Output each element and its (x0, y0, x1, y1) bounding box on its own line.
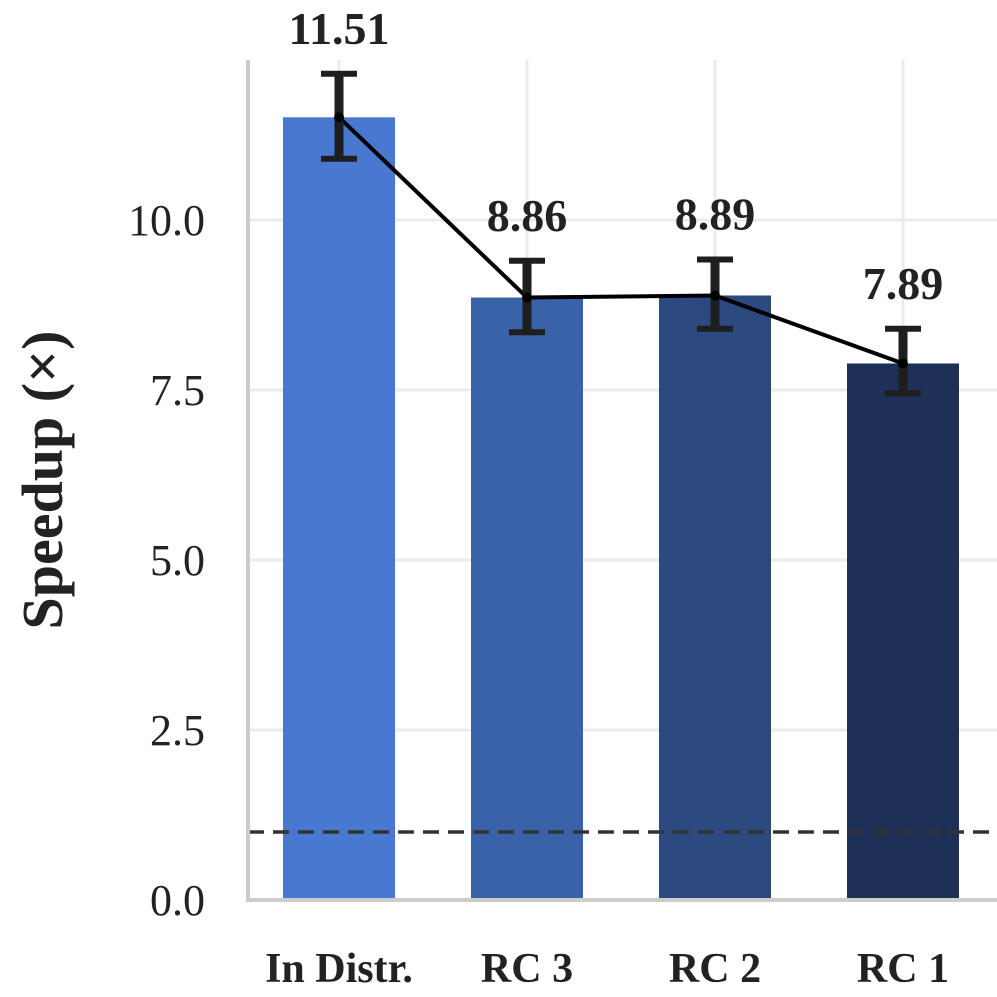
y-tick-label: 0.0 (150, 876, 205, 925)
value-label: 7.89 (863, 258, 944, 309)
trend-marker (334, 112, 344, 123)
x-tick-label: RC 1 (857, 946, 949, 992)
error-bars (321, 70, 921, 397)
value-label: 11.51 (289, 3, 390, 54)
bars (283, 117, 959, 901)
trend-line-group (337, 115, 904, 366)
trend-marker (898, 358, 908, 369)
bar-in-distr (283, 117, 395, 900)
value-label: 8.89 (675, 188, 756, 239)
bar-rc-2 (659, 295, 771, 901)
trend-line (337, 115, 904, 366)
axes (246, 60, 997, 902)
trend-marker (522, 292, 532, 303)
y-tick-label: 2.5 (150, 706, 205, 755)
labels: 0.0 2.5 5.0 7.5 10.0 11.51 8.86 8.89 7.89 In Dist… (128, 3, 949, 992)
bar-rc-3 (471, 297, 583, 900)
y-tick-label: 7.5 (150, 366, 205, 415)
trend-marker (710, 290, 720, 301)
x-tick-label: RC 3 (481, 946, 573, 992)
y-axis-label: Speedup (×) (10, 331, 75, 630)
x-tick-label: RC 2 (669, 946, 761, 992)
x-tick-label: In Distr. (265, 946, 413, 992)
value-label: 8.86 (487, 190, 568, 241)
bar-rc-1 (847, 363, 959, 901)
y-tick-label: 5.0 (150, 536, 205, 585)
y-tick-label: 10.0 (128, 196, 205, 245)
